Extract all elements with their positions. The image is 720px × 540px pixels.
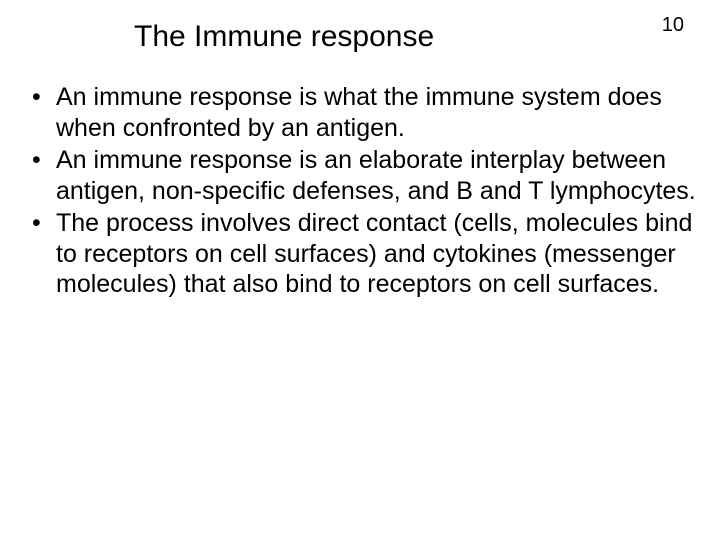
bullet-list: An immune response is what the immune sy… <box>24 82 696 300</box>
bullet-item: An immune response is an elaborate inter… <box>32 145 696 206</box>
bullet-item: An immune response is what the immune sy… <box>32 82 696 143</box>
slide-header: The Immune response 10 <box>24 20 696 54</box>
page-number: 10 <box>662 14 684 37</box>
slide: The Immune response 10 An immune respons… <box>0 0 720 540</box>
bullet-item: The process involves direct contact (cel… <box>32 208 696 300</box>
slide-title: The Immune response <box>24 20 696 54</box>
